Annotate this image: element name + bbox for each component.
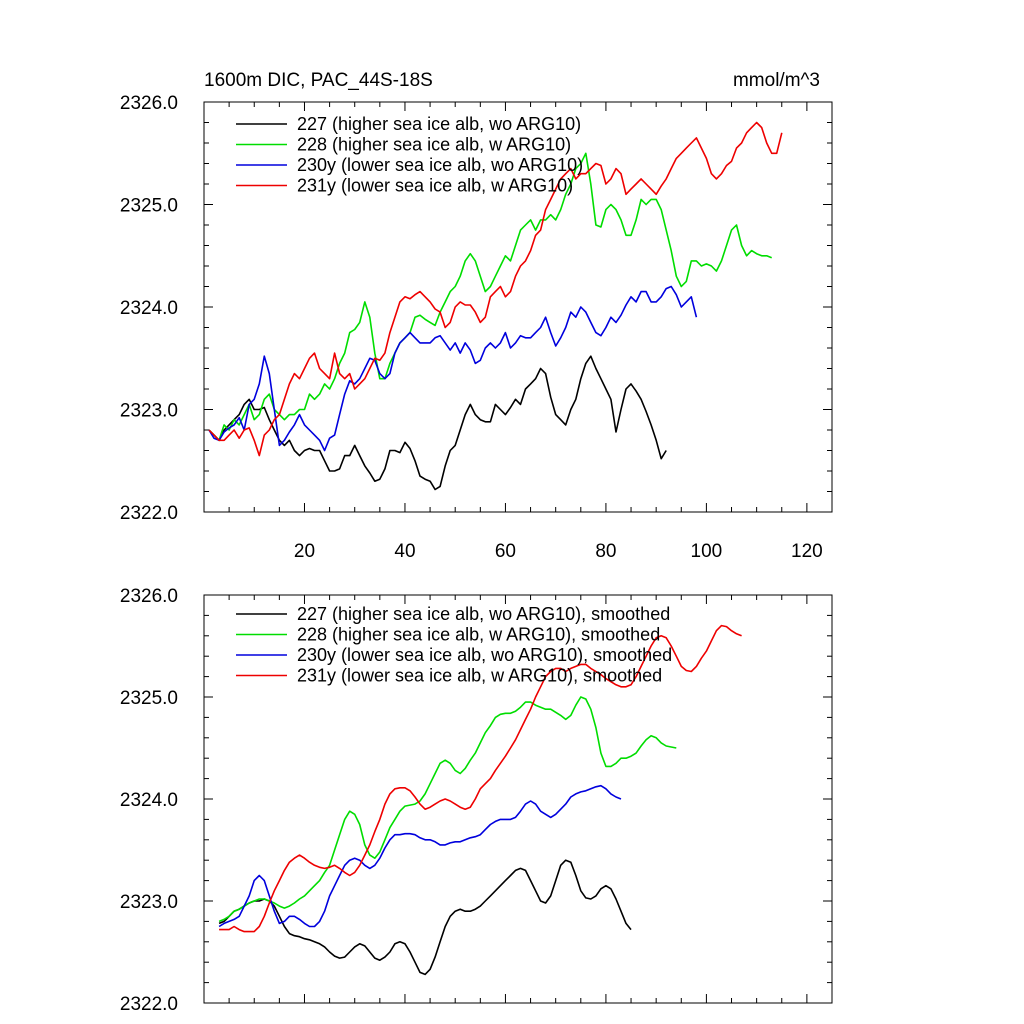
bottom-panel: 2322.0 2323.0 2324.0 2325.0 2326.0 227 (highe… — [120, 586, 833, 1015]
series-line-3 — [208, 121, 783, 457]
legend-label-1: 228 (higher sea ice alb, w ARG10), smoot… — [297, 625, 660, 645]
legend-label-2: 230y (lower sea ice alb, wo ARG10), smoo… — [297, 645, 672, 665]
series-line-1 — [208, 152, 772, 442]
y-tick-label: 2324.0 — [120, 790, 178, 811]
top-panel: 2322.0 2323.0 2324.0 2325.0 2326.0 20 40 60 80 10… — [120, 93, 833, 562]
x-tick-label: 100 — [691, 541, 723, 562]
y-tick-label: 2323.0 — [120, 892, 178, 913]
x-tick-label: 60 — [495, 541, 516, 562]
x-tick-label: 20 — [294, 541, 315, 562]
y-tick-label: 2324.0 — [120, 298, 178, 319]
legend-label-0: 227 (higher sea ice alb, wo ARG10), smoo… — [297, 604, 670, 624]
series-line-2 — [208, 285, 698, 452]
y-tick-label: 2322.0 — [120, 503, 178, 524]
x-tick-label: 40 — [394, 541, 415, 562]
series-line-0 — [218, 859, 632, 976]
series-line-2 — [218, 784, 622, 928]
x-tick-label: 80 — [595, 541, 616, 562]
legend-label-2: 230y (lower sea ice alb, wo ARG10) — [297, 155, 583, 175]
series-line-0 — [208, 355, 667, 491]
legend-label-3: 231y (lower sea ice alb, w ARG10), smoot… — [297, 666, 662, 686]
y-tick-label: 2325.0 — [120, 688, 178, 709]
y-tick-label: 2325.0 — [120, 196, 178, 217]
x-tick-label: 120 — [791, 541, 823, 562]
y-tick-label: 2322.0 — [120, 994, 178, 1015]
y-tick-label: 2323.0 — [120, 401, 178, 422]
y-tick-label: 2326.0 — [120, 93, 178, 114]
legend-label-0: 227 (higher sea ice alb, wo ARG10) — [297, 114, 581, 134]
figure-units: mmol/m^3 — [733, 70, 820, 91]
series-line-1 — [218, 696, 677, 923]
series-line-3 — [219, 624, 742, 933]
legend-label-1: 228 (higher sea ice alb, w ARG10) — [297, 135, 571, 155]
figure-title: 1600m DIC, PAC_44S-18S — [204, 70, 433, 91]
y-tick-label: 2326.0 — [120, 586, 178, 607]
legend-label-3: 231y (lower sea ice alb, w ARG10) — [297, 176, 573, 196]
